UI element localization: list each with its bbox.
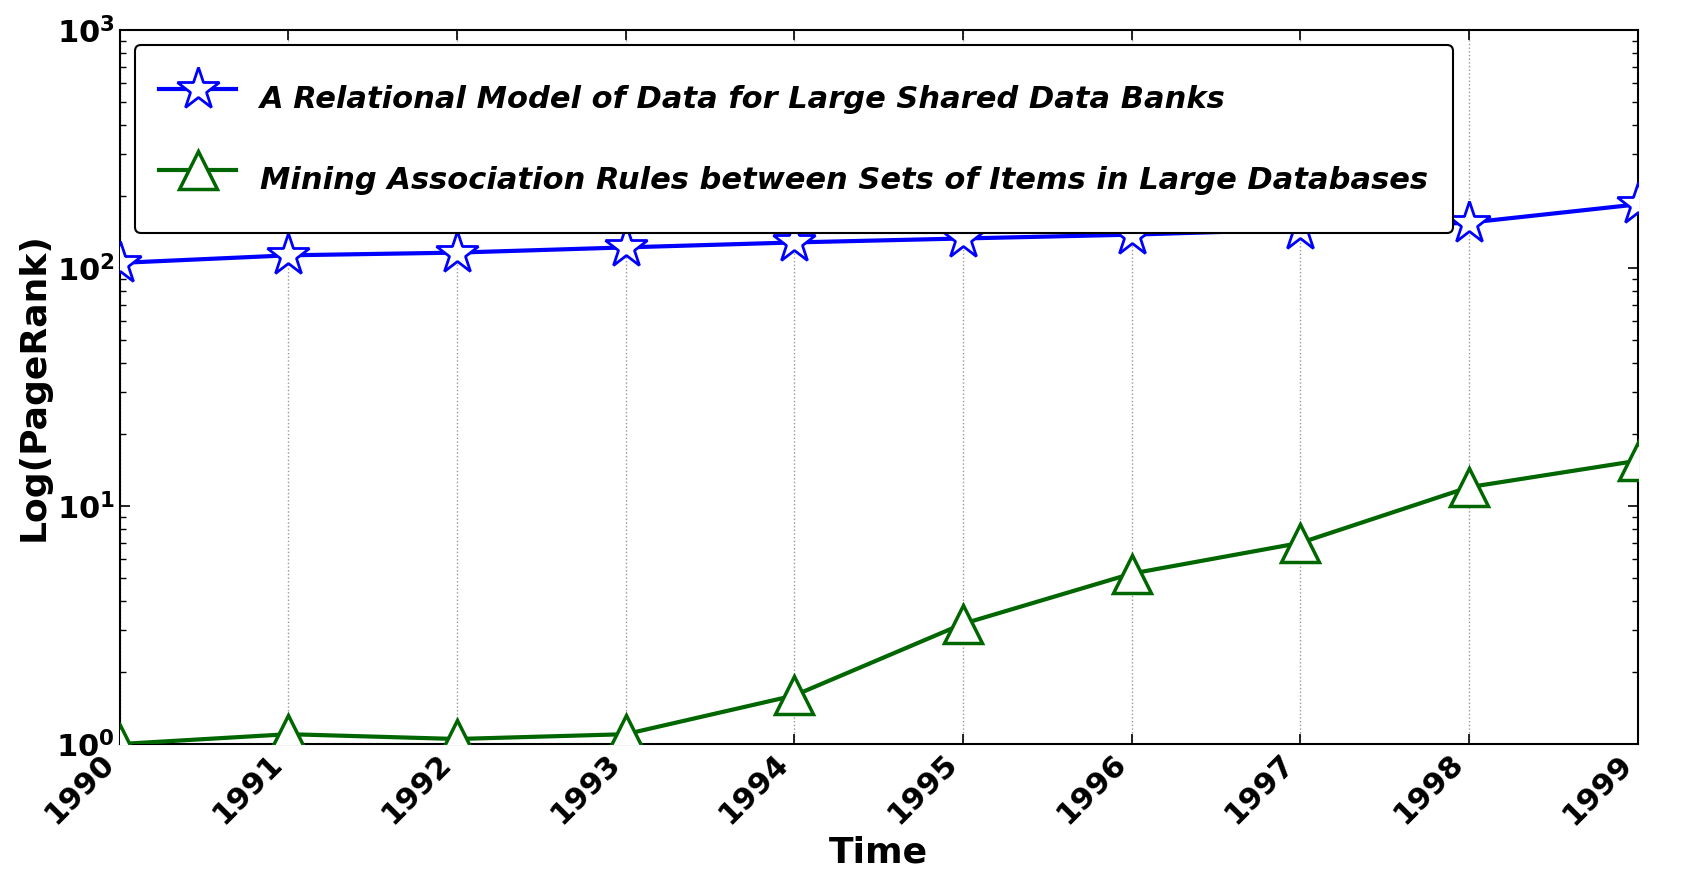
Line: A Relational Model of Data for Large Shared Data Banks: A Relational Model of Data for Large Sha… [98,183,1658,285]
A Relational Model of Data for Large Shared Data Banks [278,250,298,260]
A Relational Model of Data for Large Shared Data Banks [952,233,972,244]
Line: Mining Association Rules between Sets of Items in Large Databases: Mining Association Rules between Sets of… [101,441,1657,764]
A Relational Model of Data for Large Shared Data Banks [447,247,468,258]
Mining Association Rules between Sets of Items in Large Databases [1120,568,1140,579]
Mining Association Rules between Sets of Items in Large Databases [278,729,298,740]
Mining Association Rules between Sets of Items in Large Databases [447,734,468,744]
A Relational Model of Data for Large Shared Data Banks [1458,217,1478,228]
Mining Association Rules between Sets of Items in Large Databases [1290,538,1310,548]
A Relational Model of Data for Large Shared Data Banks [1290,224,1310,235]
Mining Association Rules between Sets of Items in Large Databases [616,729,636,740]
Legend: A Relational Model of Data for Large Shared Data Banks, Mining Association Rules: A Relational Model of Data for Large Sha… [135,45,1452,233]
A Relational Model of Data for Large Shared Data Banks [1626,199,1647,210]
Mining Association Rules between Sets of Items in Large Databases [109,739,130,750]
A Relational Model of Data for Large Shared Data Banks [1120,229,1140,240]
A Relational Model of Data for Large Shared Data Banks [616,242,636,253]
Mining Association Rules between Sets of Items in Large Databases [784,690,804,701]
Mining Association Rules between Sets of Items in Large Databases [1458,482,1478,493]
Mining Association Rules between Sets of Items in Large Databases [952,618,972,629]
X-axis label: Time: Time [829,835,928,869]
Y-axis label: Log(PageRank): Log(PageRank) [17,232,50,541]
A Relational Model of Data for Large Shared Data Banks [784,237,804,248]
Mining Association Rules between Sets of Items in Large Databases [1626,455,1647,466]
A Relational Model of Data for Large Shared Data Banks [109,258,130,268]
